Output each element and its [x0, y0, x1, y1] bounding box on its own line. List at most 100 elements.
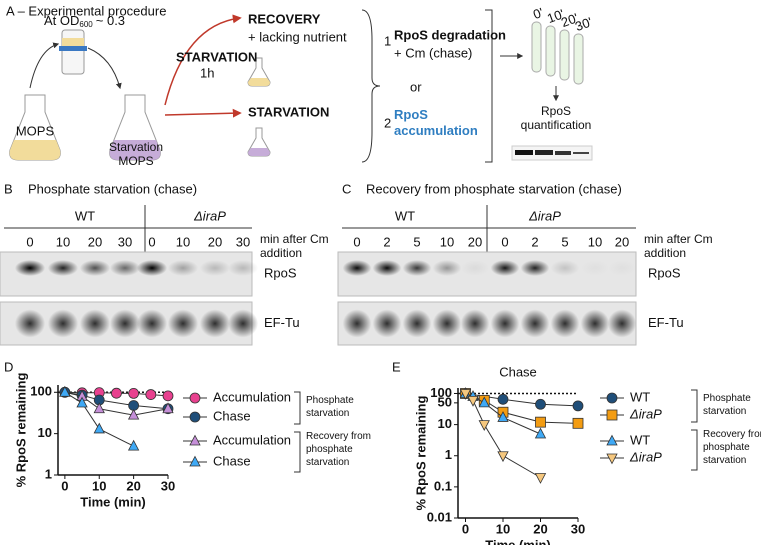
label: STARVATION	[176, 49, 257, 64]
band	[520, 309, 550, 338]
y-tick-label: 100	[430, 385, 452, 400]
legend-group: Recovery from phosphate starvation	[306, 431, 372, 468]
legend-marker	[189, 455, 201, 467]
y-tick-label: 0.1	[434, 478, 452, 493]
label: MOPS	[16, 123, 55, 138]
legend-label: ΔiraP	[629, 449, 662, 464]
band	[227, 260, 259, 276]
label: RpoS accumulation	[394, 107, 478, 138]
marker	[467, 395, 479, 407]
band	[14, 260, 46, 276]
legend-label: WT	[630, 432, 650, 447]
band	[432, 260, 462, 276]
marker	[93, 422, 105, 434]
lane-label: 2	[531, 234, 538, 249]
lane-label: 0	[353, 234, 360, 249]
lane-label: 0	[148, 234, 155, 249]
group-label: WT	[75, 208, 95, 223]
x-tick-label: 0	[61, 478, 68, 493]
x-tick-label: 10	[496, 521, 510, 536]
label: Starvation MOPS	[108, 140, 164, 168]
band	[372, 260, 402, 276]
y-tick-label: 1	[45, 466, 52, 481]
band-label: EF-Tu	[648, 315, 684, 330]
series-line	[465, 393, 541, 478]
band-label: EF-Tu	[264, 315, 300, 330]
arrow	[87, 47, 122, 90]
band	[199, 260, 231, 276]
label: + Cm (chase)	[394, 45, 472, 60]
od-part: ~ 0.3	[96, 13, 125, 28]
marker	[497, 451, 509, 463]
od-label: At OD600 ~ 0.3	[44, 13, 125, 29]
legend-label: Accumulation	[213, 432, 291, 447]
legend-bracket	[691, 389, 698, 423]
timepoint: 30'	[573, 14, 594, 34]
filter-liquid	[62, 38, 84, 46]
marker	[497, 411, 509, 422]
panel-letter: B	[4, 181, 13, 196]
marker	[127, 439, 140, 451]
legend-marker	[606, 453, 618, 465]
y-tick-label: 10	[38, 425, 52, 440]
group-label: ΔiraP	[193, 208, 226, 223]
lane-label: 5	[561, 234, 568, 249]
y-axis-label: % RpoS remaining	[13, 373, 28, 488]
band	[432, 309, 462, 338]
x-tick-label: 10	[92, 478, 106, 493]
lane-label: 10	[56, 234, 70, 249]
mini-band	[515, 150, 533, 155]
diagram-shapes	[9, 9, 593, 163]
legend-bracket	[691, 429, 698, 471]
brace	[361, 9, 381, 163]
marker	[572, 400, 584, 412]
band	[79, 309, 111, 338]
timepoint: 10'	[545, 6, 566, 26]
lane-label: 30	[118, 234, 132, 249]
band	[14, 309, 46, 338]
marker	[497, 393, 509, 405]
band	[136, 309, 168, 338]
y-tick-label: 0.01	[427, 509, 452, 524]
label: 2	[384, 115, 391, 130]
y-tick-label: 10	[438, 416, 452, 431]
marker	[111, 387, 122, 399]
band	[460, 260, 490, 276]
legend-label: ΔiraP	[629, 406, 662, 421]
band	[47, 309, 79, 338]
lane-label: 30	[236, 234, 250, 249]
band	[402, 309, 432, 338]
marker	[128, 387, 140, 399]
lane-label: 0	[26, 234, 33, 249]
panel-letter: E	[392, 359, 401, 374]
flask-liquid	[9, 140, 61, 160]
marker	[534, 427, 547, 439]
marker	[478, 420, 490, 431]
marker	[535, 416, 546, 428]
legend-label: Chase	[213, 408, 251, 423]
x-axis-label: Time (min)	[80, 494, 146, 509]
band	[199, 309, 231, 338]
od-part: 600	[79, 20, 93, 29]
arrow	[164, 14, 242, 106]
mini-band	[535, 150, 553, 155]
y-tick-label: 100	[30, 384, 52, 399]
label: RECOVERY	[248, 11, 321, 26]
band	[47, 260, 79, 276]
y-tick-label: 1	[445, 447, 452, 462]
band	[607, 309, 637, 338]
marker	[59, 385, 71, 397]
marker	[127, 408, 140, 420]
marker	[93, 402, 105, 414]
band	[109, 309, 141, 338]
legend-marker	[606, 434, 618, 446]
label: RpoS quantification	[520, 104, 592, 132]
lane-label: 10	[176, 234, 190, 249]
x-axis-label: Time (min)	[485, 537, 551, 545]
lane-label: 20	[615, 234, 629, 249]
band	[550, 309, 580, 338]
band	[167, 260, 199, 276]
panel-letter: D	[4, 359, 13, 374]
y-axis-label: % RpoS remaining	[413, 396, 428, 511]
